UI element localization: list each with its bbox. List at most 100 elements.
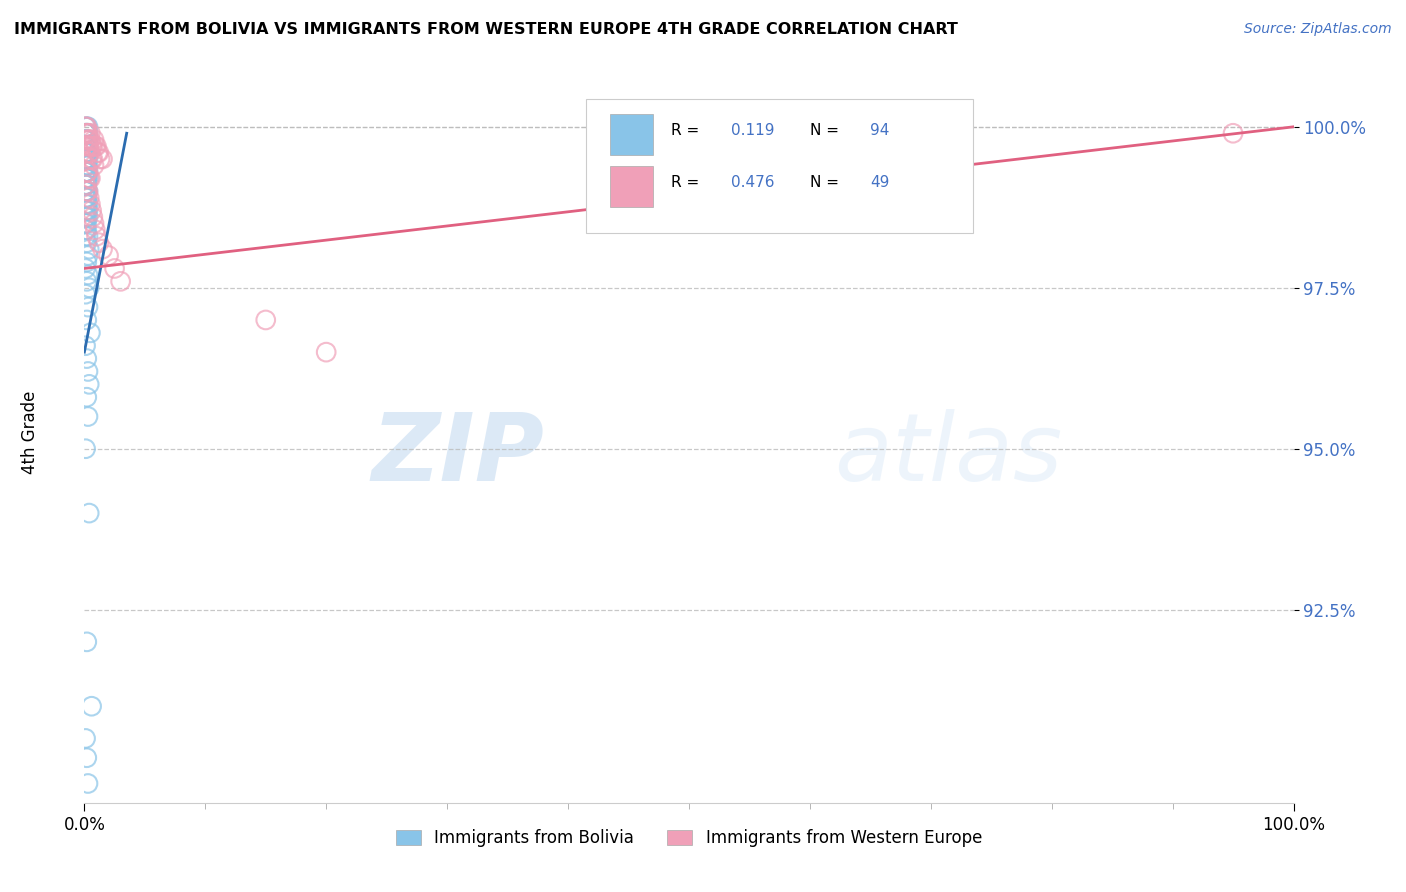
Point	[84, 139, 107, 153]
Point	[75, 145, 97, 160]
Point	[76, 255, 98, 269]
Point	[77, 158, 100, 172]
Point	[76, 126, 98, 140]
Point	[75, 152, 97, 166]
Point	[75, 145, 97, 160]
Point	[76, 351, 98, 366]
Point	[76, 133, 98, 147]
Point	[75, 126, 97, 140]
Point	[76, 126, 98, 140]
Point	[77, 126, 100, 140]
Point	[77, 126, 100, 140]
Point	[75, 339, 97, 353]
Point	[86, 145, 108, 160]
Point	[87, 145, 110, 160]
Point	[75, 133, 97, 147]
Point	[76, 171, 98, 186]
Point	[77, 165, 100, 179]
Text: 0.476: 0.476	[731, 175, 775, 190]
FancyBboxPatch shape	[610, 166, 652, 207]
Point	[75, 133, 97, 147]
Point	[77, 203, 100, 218]
Point	[76, 191, 98, 205]
Point	[76, 216, 98, 230]
Point	[86, 229, 108, 244]
Point	[76, 139, 98, 153]
Point	[75, 165, 97, 179]
Text: atlas: atlas	[834, 409, 1063, 500]
Point	[254, 313, 277, 327]
Point	[80, 152, 103, 166]
Point	[76, 120, 98, 134]
Text: 4th Grade: 4th Grade	[21, 391, 39, 475]
Point	[80, 139, 103, 153]
Point	[75, 216, 97, 230]
Point	[75, 197, 97, 211]
Text: 49: 49	[870, 175, 890, 190]
Point	[77, 120, 100, 134]
Point	[75, 178, 97, 192]
Point	[75, 731, 97, 746]
Point	[76, 210, 98, 224]
Point	[76, 178, 98, 192]
Point	[76, 145, 98, 160]
Point	[77, 139, 100, 153]
Point	[79, 145, 101, 160]
Text: N =: N =	[810, 123, 844, 138]
Point	[82, 139, 104, 153]
Point	[76, 223, 98, 237]
Point	[75, 152, 97, 166]
Point	[76, 152, 98, 166]
Point	[77, 229, 100, 244]
Point	[76, 152, 98, 166]
Point	[77, 300, 100, 314]
Point	[75, 133, 97, 147]
Point	[82, 210, 104, 224]
Point	[76, 139, 98, 153]
Legend: Immigrants from Bolivia, Immigrants from Western Europe: Immigrants from Bolivia, Immigrants from…	[389, 822, 988, 854]
Text: N =: N =	[810, 175, 844, 190]
Text: R =: R =	[671, 123, 704, 138]
Point	[75, 223, 97, 237]
Point	[83, 133, 105, 147]
Point	[75, 120, 97, 134]
Point	[76, 197, 98, 211]
Point	[77, 139, 100, 153]
Point	[75, 145, 97, 160]
Point	[75, 261, 97, 276]
Point	[76, 126, 98, 140]
Point	[76, 145, 98, 160]
Point	[76, 235, 98, 250]
Point	[75, 120, 97, 134]
Point	[79, 126, 101, 140]
Point	[77, 133, 100, 147]
Point	[75, 133, 97, 147]
Point	[77, 409, 100, 424]
Point	[75, 139, 97, 153]
Point	[77, 506, 100, 520]
Point	[76, 184, 98, 198]
Point	[84, 223, 107, 237]
Point	[75, 126, 97, 140]
FancyBboxPatch shape	[610, 114, 652, 155]
Point	[75, 178, 97, 192]
Text: R =: R =	[671, 175, 704, 190]
Point	[75, 139, 97, 153]
Point	[79, 171, 101, 186]
Point	[77, 191, 100, 205]
Point	[75, 158, 97, 172]
Point	[77, 249, 100, 263]
Point	[77, 133, 100, 147]
Point	[76, 139, 98, 153]
Text: 0.119: 0.119	[731, 123, 775, 138]
Point	[104, 261, 127, 276]
Text: IMMIGRANTS FROM BOLIVIA VS IMMIGRANTS FROM WESTERN EUROPE 4TH GRADE CORRELATION : IMMIGRANTS FROM BOLIVIA VS IMMIGRANTS FR…	[14, 22, 957, 37]
Point	[76, 203, 98, 218]
Point	[75, 191, 97, 205]
Point	[79, 133, 101, 147]
Point	[80, 699, 103, 714]
Point	[75, 165, 97, 179]
Text: 94: 94	[870, 123, 890, 138]
Point	[77, 152, 100, 166]
Point	[315, 345, 337, 359]
